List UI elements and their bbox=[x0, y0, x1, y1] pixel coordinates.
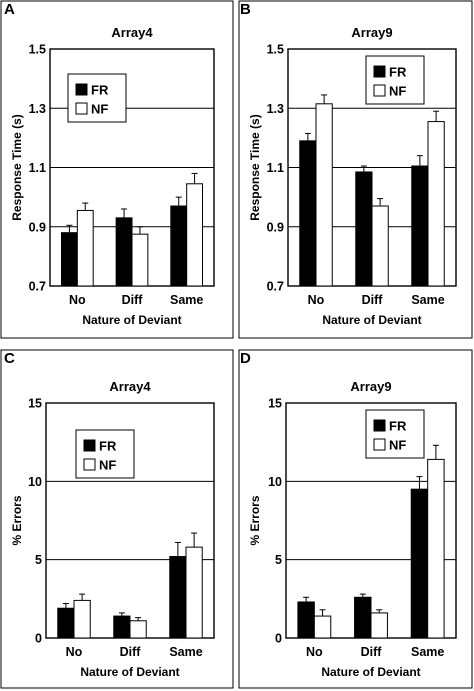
panel-c: C Array4 0 5 10 15 % Errors No Diff Same Nature of… bbox=[0, 349, 234, 689]
chart-title: Array4 bbox=[111, 25, 153, 40]
panel-letter: A bbox=[4, 1, 15, 18]
bar-nf-same bbox=[186, 183, 204, 287]
x-tick-label: No bbox=[308, 293, 325, 307]
y-axis-label: Response Time (s) bbox=[10, 114, 24, 220]
legend-label-fr: FR bbox=[389, 65, 407, 80]
panel-b: B Array9 0.7 0.9 1.1 1.3 1.5 Response Time (s) N… bbox=[238, 0, 473, 339]
legend-swatch-nf bbox=[373, 84, 386, 97]
legend-swatch-fr bbox=[83, 439, 96, 452]
x-axis-label: Nature of Deviant bbox=[82, 313, 181, 327]
bar-nf-no bbox=[76, 209, 94, 287]
y-tick-label: 0 bbox=[35, 632, 42, 646]
bar-fr-same bbox=[410, 488, 429, 639]
bar-nf-diff bbox=[129, 620, 147, 639]
bar-fr-same bbox=[169, 556, 187, 639]
legend-swatch-fr bbox=[373, 65, 386, 78]
panel-letter: C bbox=[4, 350, 15, 367]
bar-nf-same bbox=[427, 458, 445, 639]
panel-d: D Array9 0 5 10 15 % Errors No Diff Same Nature of… bbox=[238, 349, 473, 689]
x-tick-label: No bbox=[66, 645, 83, 659]
y-tick-label: 1.3 bbox=[267, 102, 284, 116]
x-axis-label: Nature of Deviant bbox=[321, 665, 420, 679]
legend-label-nf: NF bbox=[91, 102, 108, 117]
legend-label-nf: NF bbox=[99, 458, 116, 473]
bar-fr-diff bbox=[113, 615, 131, 639]
y-tick-label: 5 bbox=[275, 553, 282, 567]
legend-label-fr: FR bbox=[91, 83, 109, 98]
legend-swatch-fr bbox=[373, 419, 386, 432]
legend-label-nf: NF bbox=[389, 84, 406, 99]
panel-border bbox=[238, 349, 473, 689]
x-tick-label: No bbox=[69, 293, 86, 307]
bar-nf-diff bbox=[371, 205, 389, 287]
bar-nf-diff bbox=[131, 233, 149, 287]
legend-swatch-fr bbox=[75, 83, 88, 96]
bar-fr-diff bbox=[115, 217, 133, 287]
bar-nf-diff bbox=[370, 612, 388, 639]
x-tick-label: Same bbox=[169, 645, 202, 659]
y-axis-label: Response Time (s) bbox=[248, 114, 262, 220]
panel-letter: D bbox=[240, 350, 251, 367]
x-tick-label: Diff bbox=[120, 645, 142, 659]
y-tick-label: 10 bbox=[268, 475, 282, 489]
x-tick-label: Diff bbox=[122, 293, 144, 307]
x-tick-label: No bbox=[306, 645, 323, 659]
y-tick-label: 1.5 bbox=[29, 43, 46, 57]
x-tick-label: Diff bbox=[362, 293, 384, 307]
y-axis-label: % Errors bbox=[10, 495, 24, 545]
y-tick-label: 0.7 bbox=[29, 280, 46, 294]
bar-fr-no bbox=[57, 607, 75, 639]
y-axis-label: % Errors bbox=[248, 495, 262, 545]
bar-fr-no bbox=[297, 601, 315, 639]
legend bbox=[67, 73, 127, 123]
y-tick-label: 1.5 bbox=[267, 43, 284, 57]
x-axis-label: Nature of Deviant bbox=[80, 665, 179, 679]
y-tick-label: 1.3 bbox=[29, 102, 46, 116]
y-tick-label: 1.1 bbox=[29, 161, 46, 175]
y-tick-label: 15 bbox=[28, 397, 42, 411]
y-tick-label: 1.1 bbox=[267, 161, 284, 175]
y-tick-label: 5 bbox=[35, 553, 42, 567]
bar-nf-same bbox=[185, 546, 203, 639]
bar-nf-no bbox=[73, 599, 91, 639]
panel-a: A Array4 0.7 0.9 1.1 1.3 1.5 Response Time (s) N… bbox=[0, 0, 234, 339]
x-tick-label: Diff bbox=[361, 645, 383, 659]
panel-border bbox=[238, 0, 473, 339]
chart-title: Array9 bbox=[350, 379, 391, 394]
bar-nf-no bbox=[313, 615, 332, 639]
chart-title: Array9 bbox=[351, 25, 392, 40]
legend-label-fr: FR bbox=[99, 439, 117, 454]
bar-fr-diff bbox=[354, 596, 372, 639]
panel-border bbox=[0, 349, 234, 689]
y-tick-label: 10 bbox=[28, 475, 42, 489]
panel-letter: B bbox=[240, 1, 251, 18]
bar-fr-same bbox=[411, 165, 429, 287]
legend-label-nf: NF bbox=[389, 438, 406, 453]
bar-nf-same bbox=[427, 121, 445, 287]
x-tick-label: Same bbox=[411, 645, 444, 659]
chart-title: Array4 bbox=[109, 379, 151, 394]
y-tick-label: 0 bbox=[275, 632, 282, 646]
y-tick-label: 0.7 bbox=[267, 280, 284, 294]
bar-fr-no bbox=[299, 140, 317, 287]
y-tick-label: 15 bbox=[268, 397, 282, 411]
y-tick-label: 0.9 bbox=[267, 220, 284, 234]
bar-fr-no bbox=[60, 232, 78, 287]
y-tick-label: 0.9 bbox=[29, 220, 46, 234]
x-axis-label: Nature of Deviant bbox=[322, 313, 421, 327]
bar-nf-no bbox=[315, 103, 333, 287]
legend-swatch-nf bbox=[83, 458, 96, 471]
legend-swatch-nf bbox=[373, 438, 386, 451]
panel-border bbox=[0, 0, 234, 339]
legend-label-fr: FR bbox=[389, 419, 407, 434]
bar-fr-diff bbox=[355, 171, 373, 287]
legend-swatch-nf bbox=[75, 102, 88, 115]
x-tick-label: Same bbox=[411, 293, 444, 307]
x-tick-label: Same bbox=[170, 293, 203, 307]
bar-fr-same bbox=[170, 205, 188, 287]
